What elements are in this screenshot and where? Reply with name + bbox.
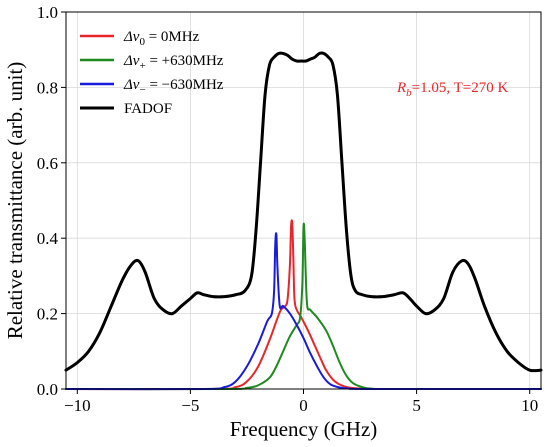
x-tick-label: 10 (521, 396, 538, 415)
y-tick-label: 1.0 (37, 3, 58, 22)
series-group (64, 51, 543, 391)
series-line-2 (65, 232, 542, 391)
y-tick-label: 0.0 (37, 380, 58, 399)
y-tick-label: 0.8 (37, 78, 58, 97)
y-tick-label: 0.6 (37, 154, 58, 173)
x-tick-label: −5 (181, 396, 199, 415)
y-axis-label: Relative transmittance (arb. unit) (3, 62, 27, 340)
series-line-3 (64, 51, 543, 373)
annotation-main: R (396, 80, 406, 96)
x-tick-label: 5 (412, 396, 421, 415)
y-tick-label: 0.4 (37, 229, 59, 248)
x-tick-label: 0 (299, 396, 308, 415)
series-line-0 (65, 219, 542, 391)
series-line-1 (65, 222, 542, 391)
legend-label-3: FADOF (124, 101, 172, 117)
annotation-sub: b (406, 87, 412, 99)
ticks: −10 −5 0 5 10 0.0 0.2 0.4 0.6 0.8 1.0 (37, 3, 538, 415)
y-tick-label: 0.2 (37, 305, 58, 324)
legend-label-1: Δv+ = +630MHz (123, 53, 224, 72)
x-axis-label: Frequency (GHz) (230, 417, 378, 441)
legend-label-2: Δv− = −630MHz (123, 77, 224, 96)
annotation-rest: =1.05, T=270 K (412, 80, 509, 96)
x-tick-label: −10 (64, 396, 91, 415)
legend: Δv0 = 0MHz Δv+ = +630MHz Δv− = −630MHz FADO… (80, 29, 224, 117)
annotation-text: Rb=1.05, T=270 K (396, 80, 508, 99)
legend-label-0: Δv0 = 0MHz (123, 29, 200, 48)
